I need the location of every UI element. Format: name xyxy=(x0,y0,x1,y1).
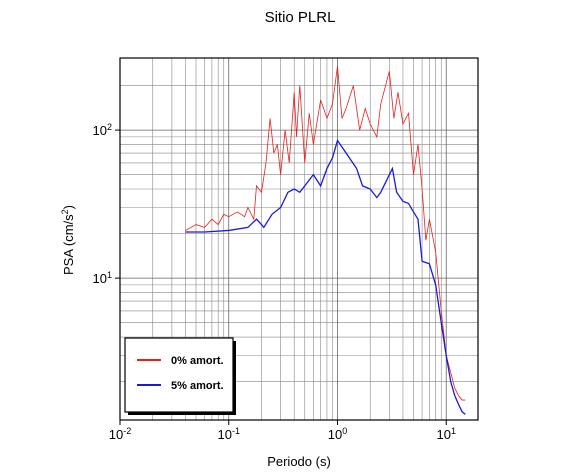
y-axis-label-end: ) xyxy=(61,205,76,209)
chart-title: Sitio PLRL xyxy=(265,9,336,26)
y-tick-exp: 2 xyxy=(107,122,112,132)
y-tick-base: 10 xyxy=(93,123,107,138)
x-tick-label: 101 xyxy=(436,426,455,442)
x-tick-base: 10 xyxy=(217,427,231,442)
y-tick-label: 101 xyxy=(93,270,112,286)
y-tick-label: 102 xyxy=(93,122,112,138)
x-tick-label: 10-1 xyxy=(217,426,239,442)
series-line xyxy=(185,66,466,401)
x-tick-base: 10 xyxy=(436,427,450,442)
x-tick-exp: 1 xyxy=(451,426,456,436)
legend-label: 5% amort. xyxy=(171,380,224,392)
legend-label: 0% amort. xyxy=(171,355,224,367)
x-tick-base: 10 xyxy=(109,427,123,442)
y-tick-exp: 1 xyxy=(107,270,112,280)
y-axis-label-sup: 2 xyxy=(60,209,70,214)
x-tick-label: 100 xyxy=(328,426,347,442)
x-tick-base: 10 xyxy=(328,427,342,442)
x-tick-exp: -2 xyxy=(123,426,131,436)
y-axis-label-text: PSA (cm/s xyxy=(61,214,76,275)
x-tick-label: 10-2 xyxy=(109,426,131,442)
y-axis-label: PSA (cm/s2) xyxy=(60,205,76,275)
series-line xyxy=(185,139,466,415)
plot-frame xyxy=(119,57,479,421)
x-tick-exp: 0 xyxy=(342,426,347,436)
x-tick-exp: -1 xyxy=(232,426,240,436)
legend-box xyxy=(124,337,234,413)
x-axis-label: Periodo (s) xyxy=(267,454,331,469)
y-tick-base: 10 xyxy=(93,271,107,286)
